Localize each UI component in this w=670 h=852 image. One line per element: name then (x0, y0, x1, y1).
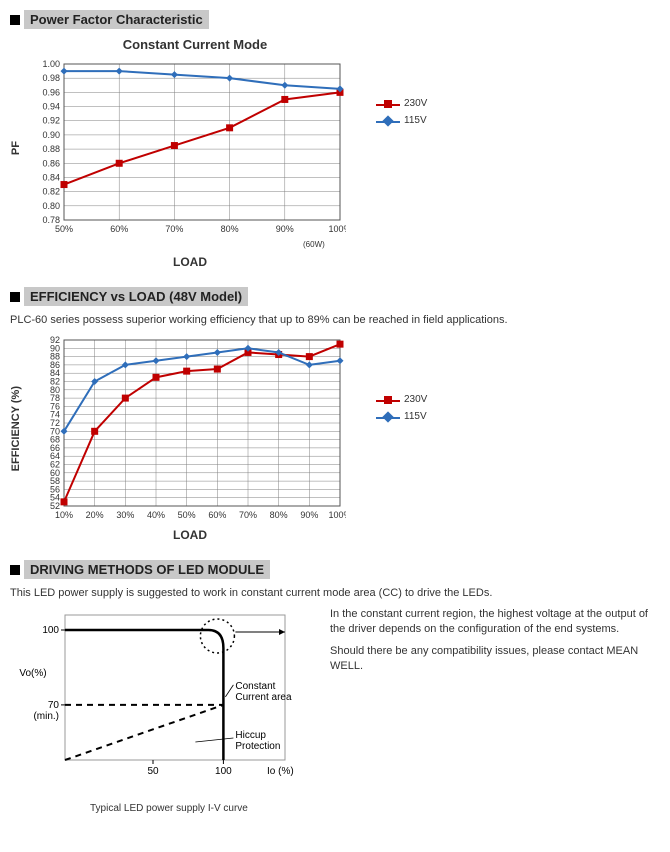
svg-text:90%: 90% (276, 224, 294, 234)
svg-text:70%: 70% (239, 510, 257, 520)
drive-section-title: DRIVING METHODS OF LED MODULE (24, 560, 270, 579)
iv-diagram: 100 70(min.) 50 100 Vo(%) Io (%) ConstantCurre… (10, 607, 320, 797)
drive-note-2: Should there be any compatibility issues… (330, 644, 660, 675)
pf-legend: 230V 115V (376, 98, 427, 132)
eff-legend-230v: 230V (376, 394, 427, 405)
drive-note-1: In the constant current region, the high… (330, 607, 660, 638)
svg-text:40%: 40% (147, 510, 165, 520)
drive-diagram-row: 100 70(min.) 50 100 Vo(%) Io (%) ConstantCurre… (10, 607, 660, 797)
svg-text:0.90: 0.90 (42, 130, 60, 140)
pf-xlabel: LOAD (30, 255, 350, 269)
drive-notes: In the constant current region, the high… (330, 607, 660, 675)
svg-text:0.94: 0.94 (42, 102, 60, 112)
pf-legend-115v: 115V (376, 115, 427, 126)
svg-text:80%: 80% (221, 224, 239, 234)
eff-xlabel: LOAD (30, 528, 350, 542)
svg-text:Hiccup: Hiccup (235, 730, 266, 741)
svg-text:60%: 60% (208, 510, 226, 520)
svg-text:(min.): (min.) (33, 711, 59, 722)
pf-chart-title: Constant Current Mode (0, 37, 660, 52)
pf-x-note: (60W) (303, 240, 660, 249)
pf-legend-230v: 230V (376, 98, 427, 109)
svg-text:80%: 80% (270, 510, 288, 520)
eff-legend-115v: 115V (376, 411, 427, 422)
svg-text:20%: 20% (86, 510, 104, 520)
svg-text:Constant: Constant (235, 681, 275, 692)
svg-text:Protection: Protection (235, 741, 280, 752)
bullet-square (10, 292, 20, 302)
svg-text:70%: 70% (165, 224, 183, 234)
svg-text:60%: 60% (110, 224, 128, 234)
svg-text:30%: 30% (116, 510, 134, 520)
svg-text:90%: 90% (300, 510, 318, 520)
eff-legend-230v-label: 230V (404, 394, 427, 405)
iv-caption: Typical LED power supply I-V curve (90, 803, 660, 814)
bullet-square (10, 565, 20, 575)
eff-description: PLC-60 series possess superior working e… (10, 314, 660, 326)
svg-text:0.80: 0.80 (42, 201, 60, 211)
pf-ylabel: PF (10, 141, 22, 155)
svg-text:10%: 10% (55, 510, 73, 520)
pf-chart-container: PF 1.00 0.98 0.96 0.94 0.92 0.90 0.88 0.86 0.84 0… (10, 58, 660, 238)
eff-section-header: EFFICIENCY vs LOAD (48V Model) (10, 287, 660, 306)
eff-ylabel: EFFICIENCY (%) (10, 386, 22, 471)
eff-chart-container: EFFICIENCY (%) 9290888684828078767472706… (10, 334, 660, 524)
eff-section-title: EFFICIENCY vs LOAD (48V Model) (24, 287, 248, 306)
svg-text:0.88: 0.88 (42, 144, 60, 154)
svg-text:70: 70 (48, 700, 60, 711)
eff-legend: 230V 115V (376, 394, 427, 428)
svg-text:0.82: 0.82 (42, 187, 60, 197)
drive-description: This LED power supply is suggested to wo… (10, 587, 660, 599)
svg-text:50: 50 (147, 766, 159, 777)
svg-text:Current area: Current area (235, 692, 292, 703)
svg-text:100%: 100% (328, 510, 346, 520)
svg-text:100: 100 (215, 766, 232, 777)
bullet-square (10, 15, 20, 25)
eff-chart: 9290888684828078767472706866646260585654… (26, 334, 346, 524)
svg-text:50%: 50% (55, 224, 73, 234)
pf-legend-230v-label: 230V (404, 98, 427, 109)
svg-text:0.98: 0.98 (42, 73, 60, 83)
svg-text:Vo(%): Vo(%) (19, 668, 46, 679)
svg-text:0.84: 0.84 (42, 172, 60, 182)
svg-text:50%: 50% (178, 510, 196, 520)
svg-text:1.00: 1.00 (42, 59, 60, 69)
pf-section-header: Power Factor Characteristic (10, 10, 660, 29)
drive-section-header: DRIVING METHODS OF LED MODULE (10, 560, 660, 579)
svg-text:100%: 100% (328, 224, 346, 234)
svg-text:0.86: 0.86 (42, 158, 60, 168)
svg-text:100: 100 (42, 625, 59, 636)
svg-text:0.92: 0.92 (42, 116, 60, 126)
pf-chart: 1.00 0.98 0.96 0.94 0.92 0.90 0.88 0.86 0.84 0.82… (26, 58, 346, 238)
svg-text:0.96: 0.96 (42, 87, 60, 97)
pf-section-title: Power Factor Characteristic (24, 10, 209, 29)
svg-text:Io (%): Io (%) (267, 766, 294, 777)
eff-legend-115v-label: 115V (404, 411, 427, 422)
pf-legend-115v-label: 115V (404, 115, 427, 126)
